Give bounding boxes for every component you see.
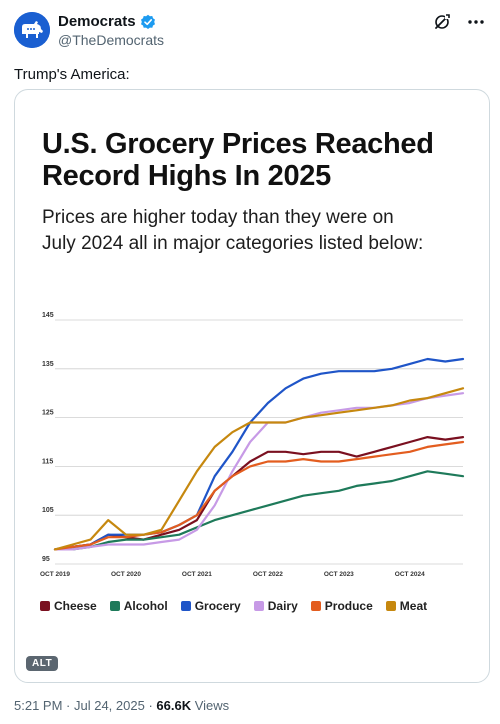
views-count: 66.6K (156, 698, 192, 713)
x-tick-label: OCT 2022 (253, 571, 283, 578)
top-actions (432, 12, 486, 32)
legend-item-cheese: Cheese (40, 599, 97, 613)
y-tick-label: 145 (42, 312, 54, 319)
legend-item-grocery: Grocery (180, 599, 241, 613)
legend-item-produce: Produce (310, 599, 373, 613)
y-tick-label: 125 (42, 410, 54, 417)
y-tick-label: 95 (42, 556, 50, 563)
verified-badge-icon (140, 14, 155, 29)
meta-separator: · (144, 698, 157, 713)
meta-separator: · (62, 698, 74, 713)
series-line-meat (53, 387, 465, 551)
post-date[interactable]: Jul 24, 2025 (73, 698, 145, 713)
more-icon[interactable] (466, 12, 486, 32)
post-time[interactable]: 5:21 PM (14, 698, 63, 713)
alt-text-badge[interactable]: ALT (26, 656, 59, 671)
legend-swatch (180, 601, 191, 611)
tweet-meta: 5:21 PM · Jul 24, 2025 · 66.6K Views (14, 698, 229, 713)
series-line-grocery (53, 357, 465, 551)
y-tick-label: 135 (42, 361, 54, 368)
legend-swatch (310, 601, 321, 611)
legend-label: Produce (324, 599, 373, 613)
legend-label: Meat (399, 599, 428, 613)
legend-label: Grocery (194, 599, 241, 613)
grok-icon[interactable] (432, 12, 452, 32)
legend-item-alcohol: Alcohol (109, 599, 168, 613)
legend-swatch (385, 601, 396, 611)
media-card[interactable]: U.S. Grocery Prices Reached Record Highs… (14, 89, 490, 683)
legend-swatch (109, 601, 120, 611)
line-chart: 95 105 115 125 135 145 OCT 2019 OCT 2020 OCT 202… (40, 312, 465, 578)
y-tick-label: 105 (42, 507, 54, 514)
views-label: Views (191, 698, 230, 713)
handle[interactable]: @TheDemocrats (58, 32, 165, 48)
donkey-logo-icon (14, 12, 50, 48)
avatar[interactable] (14, 12, 50, 48)
chart-title-line-2: Record Highs In 2025 (42, 160, 331, 192)
legend-item-dairy: Dairy (253, 599, 298, 613)
chart-title-line-1: U.S. Grocery Prices Reached (42, 128, 434, 160)
legend-item-meat: Meat (385, 599, 428, 613)
author-row: Democrats (58, 13, 156, 30)
series-line-produce (53, 440, 465, 551)
chart-legend: Cheese Alcohol Grocery Dairy Produce Meat (40, 599, 427, 613)
legend-swatch (40, 601, 50, 611)
legend-label: Cheese (54, 599, 97, 613)
x-tick-label: OCT 2020 (111, 571, 141, 578)
display-name[interactable]: Democrats (58, 13, 136, 30)
y-tick-label: 115 (42, 458, 53, 465)
tweet-text: Trump's America: (14, 66, 130, 83)
legend-swatch (253, 601, 264, 611)
x-tick-label: OCT 2024 (395, 571, 425, 578)
chart-subtitle-line-1: Prices are higher today than they were o… (42, 207, 394, 228)
chart-title: U.S. Grocery Prices Reached Record Highs… (42, 128, 434, 192)
x-tick-label: OCT 2019 (40, 571, 70, 578)
x-tick-label: OCT 2021 (182, 571, 212, 578)
legend-label: Alcohol (123, 599, 168, 613)
chart-subtitle-line-2: July 2024 all in major categories listed… (42, 233, 424, 254)
chart-subtitle: Prices are higher today than they were o… (42, 205, 423, 257)
x-tick-label: OCT 2023 (324, 571, 354, 578)
series-line-alcohol (53, 470, 465, 551)
legend-label: Dairy (267, 599, 298, 613)
